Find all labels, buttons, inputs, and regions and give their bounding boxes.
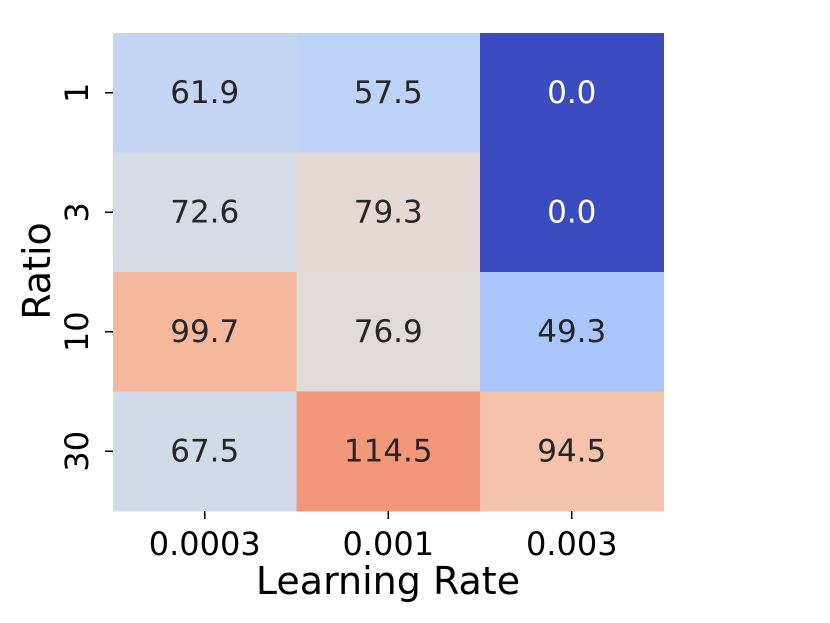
heatmap-cell xyxy=(480,272,664,392)
cell-value-label: 99.7 xyxy=(170,314,239,350)
cell-value-label: 0.0 xyxy=(547,194,596,230)
cell-value-label: 67.5 xyxy=(170,433,239,469)
heatmap-cell xyxy=(296,152,481,273)
heatmap-cell xyxy=(113,272,297,392)
y-axis-title: Ratio xyxy=(15,222,59,320)
cell-value-label: 0.0 xyxy=(547,75,596,111)
cell-value-label: 49.3 xyxy=(537,314,606,350)
x-tick-label: 0.003 xyxy=(526,525,618,563)
y-tick-label: 10 xyxy=(58,311,96,352)
cell-value-label: 114.5 xyxy=(344,433,433,469)
heatmap-cell xyxy=(296,391,481,512)
cell-value-label: 57.5 xyxy=(354,75,423,111)
heatmap-cell xyxy=(480,391,664,512)
y-tick-label: 30 xyxy=(58,431,96,472)
y-tick-label: 1 xyxy=(58,83,96,103)
heatmap-cell xyxy=(113,391,297,512)
y-axis: 1 3 10 30 xyxy=(58,83,113,472)
cell-value-label: 72.6 xyxy=(170,194,239,230)
cell-value-label: 94.5 xyxy=(537,433,606,469)
cell-value-label: 79.3 xyxy=(354,194,423,230)
cell-value-label: 76.9 xyxy=(354,314,423,350)
heatmap-cell xyxy=(480,152,664,273)
heatmap-cell xyxy=(296,33,481,153)
x-axis-title: Learning Rate xyxy=(256,559,520,603)
heatmap-cells: 61.9 57.5 0.0 72.6 79.3 0.0 99.7 76.9 49.3 67.5 11… xyxy=(113,33,664,512)
heatmap-cell xyxy=(480,33,664,153)
y-tick-label: 3 xyxy=(58,202,96,222)
x-axis: 0.0003 0.001 0.003 xyxy=(149,511,618,563)
x-tick-label: 0.001 xyxy=(342,525,434,563)
heatmap-cell xyxy=(296,272,481,392)
x-tick-label: 0.0003 xyxy=(149,525,261,563)
heatmap-cell xyxy=(113,152,297,273)
cell-value-label: 61.9 xyxy=(170,75,239,111)
heatmap-cell xyxy=(113,33,297,153)
